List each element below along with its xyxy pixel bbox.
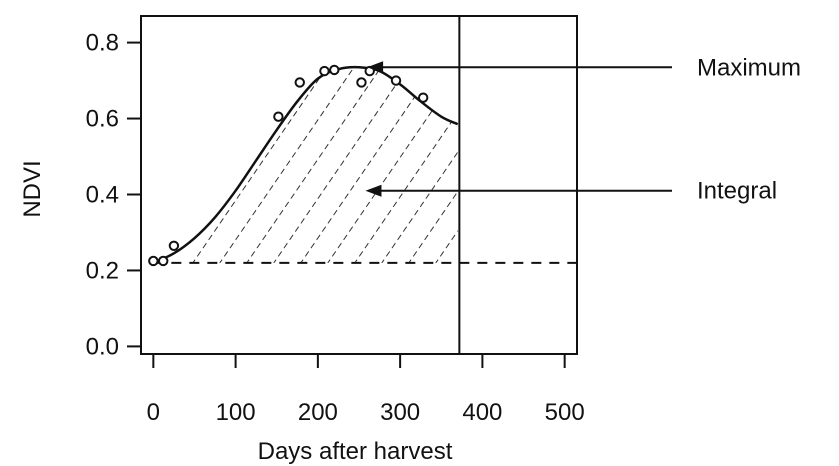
hatch-line: [0, 0, 21, 273]
hatch-line: [510, 0, 750, 273]
hatch-line: [645, 0, 839, 273]
x-tick-label: 0: [147, 399, 160, 426]
data-point: [357, 78, 365, 86]
integral-hatch-area: [0, 0, 839, 273]
data-point: [274, 112, 282, 120]
hatch-line: [564, 0, 804, 273]
hatch-line: [375, 0, 615, 273]
hatch-line: [483, 0, 723, 273]
data-point: [320, 67, 328, 75]
annotation-arrowhead: [365, 185, 381, 197]
annotation-label: Integral: [697, 178, 777, 205]
annotations: Maximum Integral: [365, 54, 801, 204]
hatch-line: [591, 0, 831, 273]
data-point: [419, 93, 427, 101]
hatch-line: [0, 0, 48, 273]
hatch-line: [132, 0, 372, 273]
x-axis-ticks: 0 100 200 300 400 500: [147, 354, 585, 426]
hatch-line: [537, 0, 777, 273]
y-tick-label: 0.6: [86, 106, 119, 133]
data-point: [170, 242, 178, 250]
fitted-ndvi-curve: [153, 67, 457, 263]
data-point: [296, 78, 304, 86]
y-tick-label: 0.0: [86, 333, 119, 360]
hatch-line: [618, 0, 839, 273]
data-point: [392, 76, 400, 84]
hatch-line: [0, 0, 156, 273]
y-axis-ticks: 0.0 0.2 0.4 0.6 0.8: [86, 30, 141, 361]
data-point: [330, 66, 338, 74]
annotation-label: Maximum: [697, 54, 801, 81]
hatch-line: [348, 0, 588, 273]
x-tick-label: 300: [380, 399, 420, 426]
x-axis-label: Days after harvest: [258, 438, 453, 465]
x-tick-label: 200: [298, 399, 338, 426]
y-axis-label: NDVI: [19, 160, 46, 217]
hatch-line: [0, 0, 75, 273]
y-tick-label: 0.8: [86, 30, 119, 57]
hatch-line: [672, 0, 839, 273]
x-tick-label: 100: [216, 399, 256, 426]
hatch-line: [699, 0, 839, 273]
data-point: [149, 257, 157, 265]
hatch-line: [24, 0, 264, 273]
x-tick-label: 400: [462, 399, 502, 426]
observed-points: [149, 66, 427, 265]
y-tick-label: 0.4: [86, 181, 119, 208]
hatch-line: [429, 0, 669, 273]
data-point: [159, 257, 167, 265]
x-tick-label: 500: [545, 399, 585, 426]
y-tick-label: 0.2: [86, 257, 119, 284]
hatch-line: [402, 0, 642, 273]
